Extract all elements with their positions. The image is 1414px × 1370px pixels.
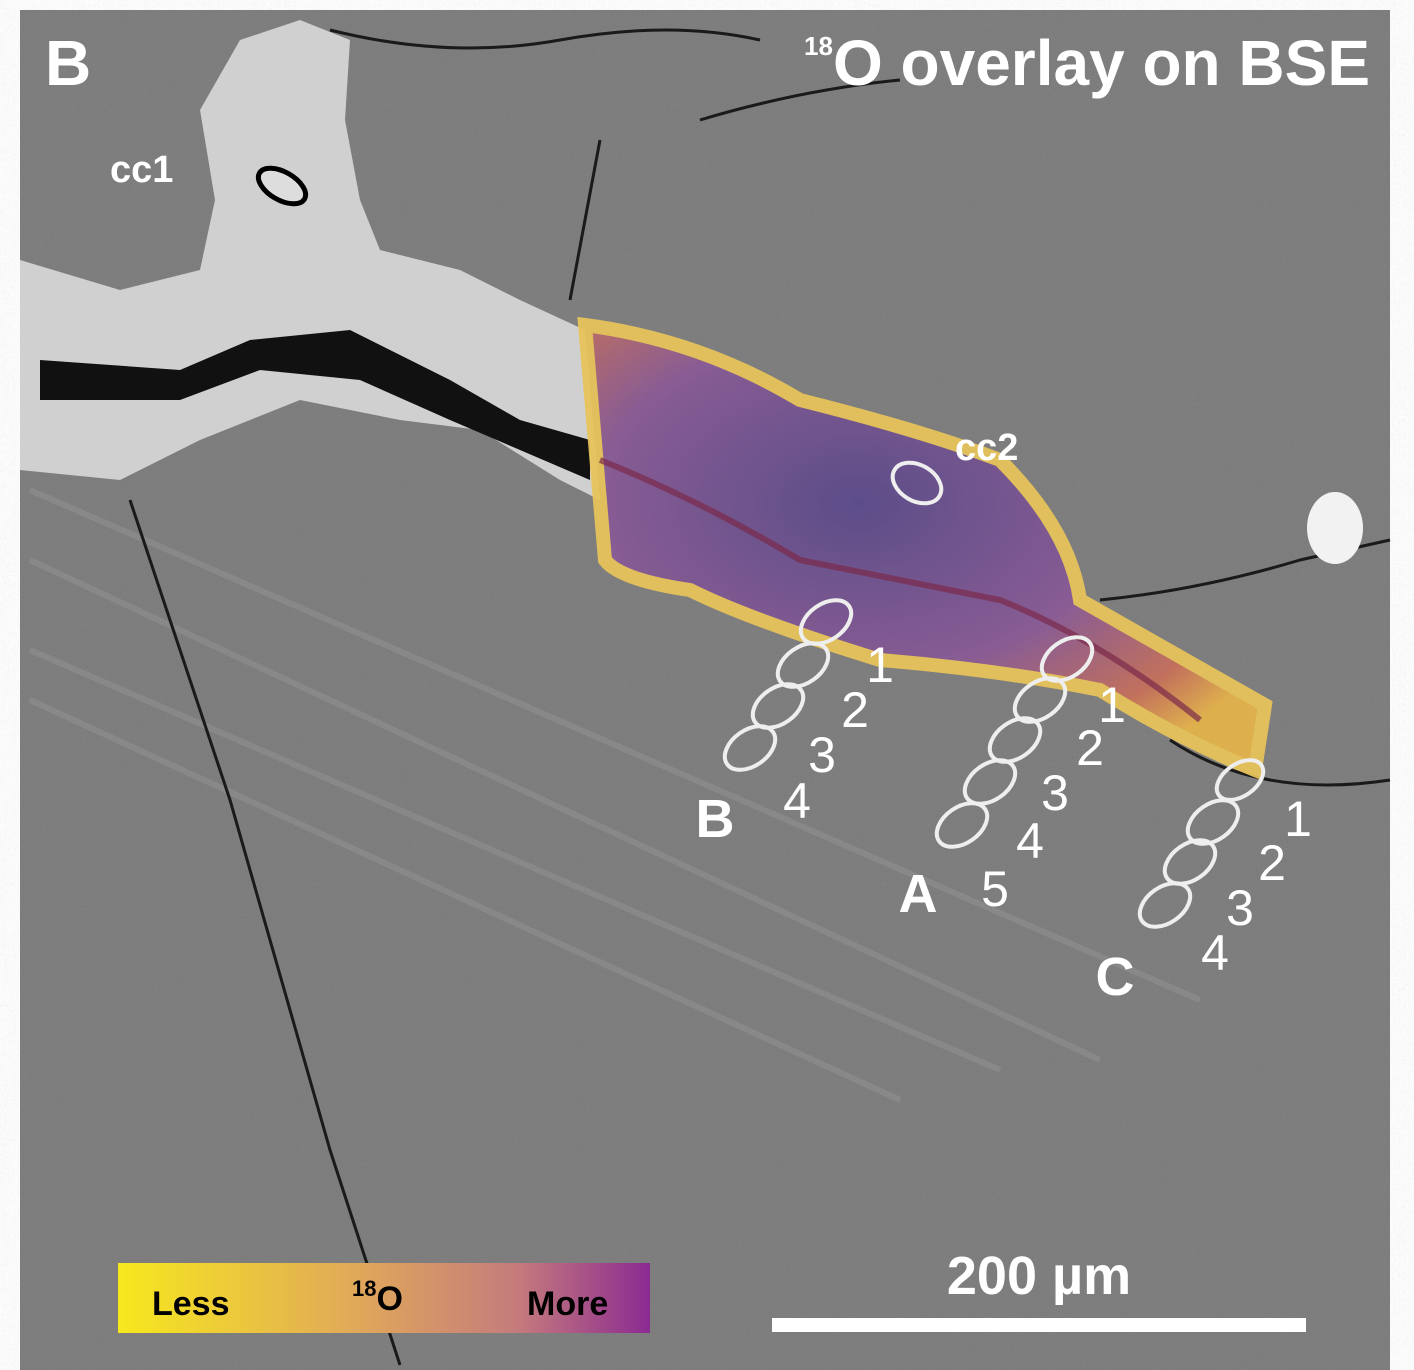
- scale-bar: [772, 1318, 1306, 1332]
- point-label: 2: [1258, 835, 1286, 891]
- point-label: 5: [981, 861, 1009, 917]
- scale-bar-label: 200 µm: [947, 1246, 1131, 1306]
- point-label: 2: [1076, 720, 1104, 776]
- bright-grain: [1307, 492, 1363, 564]
- point-label: 3: [1041, 765, 1069, 821]
- point-label: 4: [1201, 925, 1229, 981]
- legend-high: More: [527, 1285, 608, 1323]
- title: 18O overlay on BSE: [804, 27, 1370, 99]
- spot-label: cc2: [955, 427, 1018, 469]
- point-label: 2: [841, 682, 869, 738]
- transect-label: A: [899, 864, 938, 924]
- point-label: 1: [866, 637, 894, 693]
- transect-label: B: [696, 789, 735, 849]
- figure: B 18O overlay on BSE cc1 cc2 B 1 2 3 4 A…: [0, 0, 1414, 1370]
- legend-low: Less: [152, 1285, 230, 1323]
- point-label: 4: [1016, 813, 1044, 869]
- point-label: 4: [783, 773, 811, 829]
- point-label: 3: [808, 727, 836, 783]
- spot-label: cc1: [110, 149, 173, 191]
- point-label: 1: [1284, 791, 1312, 847]
- point-label: 3: [1226, 880, 1254, 936]
- panel-label: B: [45, 27, 91, 99]
- transect-label: C: [1096, 947, 1135, 1007]
